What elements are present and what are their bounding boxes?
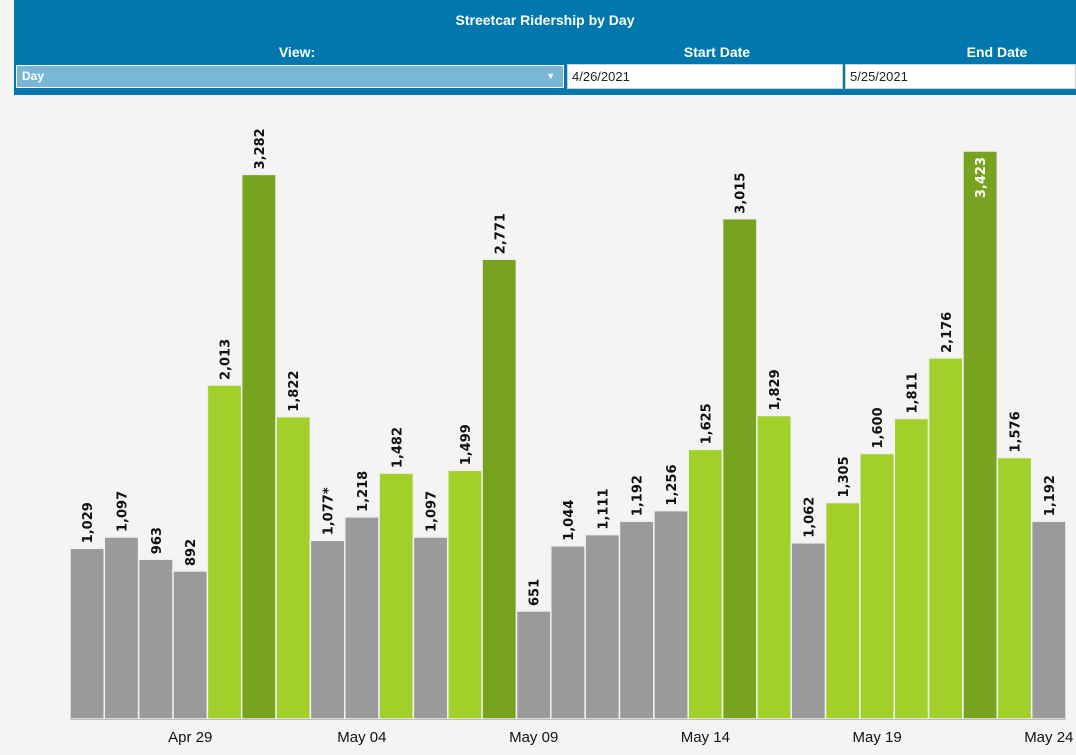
- bar-may-17[interactable]: [790, 542, 827, 720]
- bar-may-08[interactable]: [481, 258, 518, 720]
- bar-may-14[interactable]: [687, 448, 724, 720]
- bar-may-07[interactable]: [447, 469, 483, 720]
- bar-may-22[interactable]: [962, 150, 999, 720]
- bar-value-label: 1,829: [768, 369, 783, 410]
- view-label: View:: [278, 44, 316, 60]
- x-tick-label: May 14: [681, 729, 730, 746]
- x-tick-label: Apr 29: [168, 729, 212, 746]
- filter-header: Streetcar Ridership by Day View: Start D…: [14, 0, 1076, 95]
- bar-value-label: 1,482: [390, 427, 405, 468]
- bar-may-16[interactable]: [756, 414, 792, 720]
- end-date-input[interactable]: 5/25/2021: [845, 64, 1076, 89]
- bar-value-label: 3,423: [974, 157, 989, 198]
- bar-value-label: 1,111: [596, 488, 611, 529]
- date-underline: [553, 90, 1062, 95]
- bar-may-04[interactable]: [344, 516, 380, 720]
- bar-value-label: 1,062: [802, 497, 817, 538]
- bar-may-03[interactable]: [309, 539, 346, 720]
- bar-may-13[interactable]: [653, 509, 689, 720]
- x-tick-label: May 19: [852, 729, 901, 746]
- view-select[interactable]: Day ▼: [16, 65, 564, 88]
- bar-apr-29[interactable]: [172, 570, 209, 720]
- bar-value-label: 1,256: [665, 464, 680, 505]
- bar-value-label: 2,013: [219, 339, 234, 380]
- start-date-input[interactable]: 4/26/2021: [567, 64, 843, 89]
- bar-may-21[interactable]: [927, 357, 964, 720]
- bar-may-05[interactable]: [378, 472, 415, 720]
- bar-apr-26[interactable]: [69, 547, 106, 720]
- bar-may-19[interactable]: [859, 452, 895, 720]
- bar-value-label: 1,077*: [322, 487, 337, 535]
- bar-value-label: 3,282: [253, 128, 268, 169]
- bar-value-label: 1,625: [699, 403, 714, 444]
- bar-apr-30[interactable]: [206, 384, 243, 720]
- bar-may-15[interactable]: [721, 217, 758, 720]
- bar-value-label: 1,822: [287, 371, 302, 412]
- x-tick-label: May 09: [509, 729, 558, 746]
- bar-apr-27[interactable]: [103, 536, 140, 720]
- end-date-label: End Date: [966, 44, 1028, 60]
- bar-may-09[interactable]: [515, 610, 552, 720]
- bar-value-label: 963: [150, 527, 165, 554]
- bar-value-label: 2,176: [940, 312, 955, 353]
- bar-value-label: 1,576: [1009, 411, 1024, 452]
- bar-may-02[interactable]: [275, 415, 312, 720]
- page-title: Streetcar Ridership by Day: [455, 12, 635, 28]
- bar-value-label: 1,097: [116, 491, 131, 532]
- bar-may-01[interactable]: [240, 173, 277, 720]
- bar-value-label: 1,600: [871, 407, 886, 448]
- bar-value-label: 1,044: [562, 500, 577, 541]
- x-tick-label: May 24: [1024, 729, 1073, 746]
- bar-may-23[interactable]: [996, 456, 1033, 720]
- bar-value-label: 1,811: [905, 372, 920, 413]
- bar-value-label: 1,192: [1043, 475, 1058, 516]
- bar-may-10[interactable]: [550, 545, 586, 720]
- chevron-down-icon[interactable]: ▼: [546, 71, 555, 81]
- bar-may-11[interactable]: [584, 533, 621, 720]
- bar-value-label: 1,029: [81, 502, 96, 543]
- view-select-value: Day: [22, 69, 45, 83]
- bar-value-label: 651: [528, 579, 543, 606]
- bar-value-label: 3,015: [734, 173, 749, 214]
- bar-value-label: 1,097: [425, 491, 440, 532]
- bar-may-18[interactable]: [824, 501, 861, 720]
- bar-value-label: 1,192: [631, 475, 646, 516]
- bar-value-label: 892: [184, 539, 199, 566]
- x-tick-label: May 04: [337, 729, 386, 746]
- start-date-label: Start Date: [683, 44, 751, 60]
- bar-value-label: 1,218: [356, 471, 371, 512]
- bar-apr-28[interactable]: [137, 558, 174, 720]
- bar-may-24[interactable]: [1030, 520, 1067, 720]
- bar-may-06[interactable]: [412, 536, 449, 720]
- bar-value-label: 1,305: [837, 456, 852, 497]
- bar-value-label: 1,499: [459, 424, 474, 465]
- bar-may-12[interactable]: [618, 520, 655, 720]
- bar-may-20[interactable]: [893, 417, 930, 720]
- bar-value-label: 2,771: [493, 213, 508, 254]
